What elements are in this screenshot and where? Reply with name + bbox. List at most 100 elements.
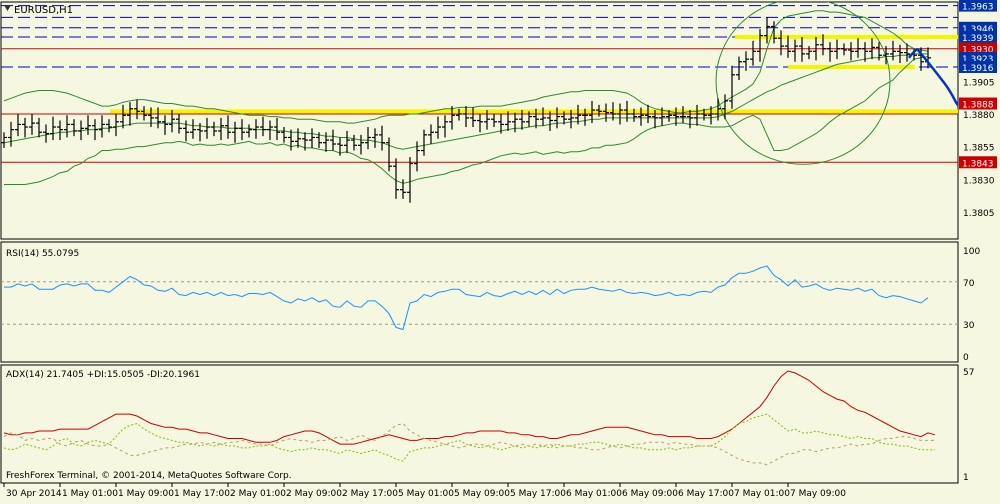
price-bar[interactable] bbox=[533, 108, 539, 129]
price-bar[interactable] bbox=[323, 132, 329, 152]
price-bar[interactable] bbox=[449, 106, 455, 130]
price-bar[interactable] bbox=[267, 120, 273, 141]
price-bar[interactable] bbox=[295, 128, 301, 148]
price-bar[interactable] bbox=[239, 119, 245, 141]
price-bar[interactable] bbox=[491, 113, 497, 128]
price-bar[interactable] bbox=[316, 132, 322, 148]
price-bar[interactable] bbox=[337, 137, 343, 156]
price-bar[interactable] bbox=[162, 115, 168, 135]
price-bar[interactable] bbox=[470, 107, 476, 128]
price-bar[interactable] bbox=[722, 94, 728, 120]
adx-series-line[interactable] bbox=[3, 370, 936, 445]
price-bar[interactable] bbox=[29, 113, 35, 135]
price-bar[interactable] bbox=[638, 107, 644, 126]
price-bar[interactable] bbox=[379, 125, 385, 151]
price-bar[interactable] bbox=[813, 36, 819, 61]
price-bar[interactable] bbox=[596, 104, 602, 117]
price-bar[interactable] bbox=[456, 108, 462, 121]
price-bar[interactable] bbox=[127, 102, 133, 126]
price-bar[interactable] bbox=[99, 115, 105, 138]
adx-pane[interactable] bbox=[3, 370, 936, 466]
price-bar[interactable] bbox=[876, 42, 882, 61]
adx-series-line[interactable] bbox=[3, 413, 935, 462]
price-bar[interactable] bbox=[211, 121, 217, 137]
price-bar[interactable] bbox=[764, 17, 770, 44]
price-bar[interactable] bbox=[568, 110, 574, 129]
price-bar[interactable] bbox=[701, 108, 707, 121]
price-pane[interactable] bbox=[1, 0, 962, 203]
price-bar[interactable] bbox=[680, 106, 686, 124]
price-bar[interactable] bbox=[771, 21, 777, 44]
price-bar[interactable] bbox=[890, 40, 896, 61]
price-bar[interactable] bbox=[365, 127, 371, 150]
price-bar[interactable] bbox=[183, 120, 189, 142]
price-bar[interactable] bbox=[407, 157, 413, 203]
price-bar[interactable] bbox=[428, 124, 434, 144]
price-bar[interactable] bbox=[204, 117, 210, 139]
price-bar[interactable] bbox=[645, 104, 651, 124]
price-bar[interactable] bbox=[778, 30, 784, 56]
price-bar[interactable] bbox=[743, 51, 749, 71]
price-bar[interactable] bbox=[22, 117, 28, 138]
price-bar[interactable] bbox=[330, 129, 336, 151]
price-bar[interactable] bbox=[463, 106, 469, 128]
price-bar[interactable] bbox=[36, 117, 42, 138]
price-bar[interactable] bbox=[750, 40, 756, 66]
price-bar[interactable] bbox=[246, 124, 252, 138]
rsi-line[interactable] bbox=[4, 265, 929, 331]
price-bar[interactable] bbox=[897, 44, 903, 64]
price-bar[interactable] bbox=[715, 98, 721, 121]
price-bar[interactable] bbox=[904, 43, 910, 62]
price-bar[interactable] bbox=[134, 99, 140, 120]
price-bar[interactable] bbox=[232, 121, 238, 143]
price-bar[interactable] bbox=[484, 110, 490, 130]
price-bar[interactable] bbox=[43, 124, 49, 143]
price-bar[interactable] bbox=[169, 110, 175, 133]
price-bar[interactable] bbox=[78, 120, 84, 141]
price-bar[interactable] bbox=[57, 120, 63, 141]
price-bar[interactable] bbox=[869, 38, 875, 60]
price-bar[interactable] bbox=[792, 39, 798, 62]
price-bar[interactable] bbox=[386, 137, 392, 172]
price-bar[interactable] bbox=[806, 46, 812, 60]
price-bar[interactable] bbox=[848, 42, 854, 61]
price-bar[interactable] bbox=[260, 116, 266, 137]
price-bar[interactable] bbox=[820, 34, 826, 56]
price-bar[interactable] bbox=[547, 111, 553, 131]
price-bar[interactable] bbox=[757, 29, 763, 62]
price-bar[interactable] bbox=[393, 158, 399, 199]
price-bar[interactable] bbox=[841, 43, 847, 56]
price-bar[interactable] bbox=[190, 119, 196, 139]
dropdown-triangle-icon[interactable] bbox=[4, 5, 11, 11]
price-bar[interactable] bbox=[225, 115, 231, 139]
price-bar[interactable] bbox=[652, 110, 658, 129]
price-bar[interactable] bbox=[113, 113, 119, 137]
price-bar[interactable] bbox=[421, 129, 427, 156]
price-bar[interactable] bbox=[15, 113, 21, 137]
price-bar[interactable] bbox=[729, 65, 735, 109]
price-bar[interactable] bbox=[505, 111, 511, 131]
price-bar[interactable] bbox=[309, 128, 315, 148]
price-bar[interactable] bbox=[617, 103, 623, 125]
price-bar[interactable] bbox=[603, 103, 609, 122]
forecast-curve[interactable] bbox=[908, 48, 962, 107]
price-bar[interactable] bbox=[834, 39, 840, 60]
price-bar[interactable] bbox=[498, 113, 504, 134]
ellipse-annotation[interactable] bbox=[715, 0, 891, 165]
price-bar[interactable] bbox=[736, 56, 742, 81]
price-bar[interactable] bbox=[442, 115, 448, 138]
price-bar[interactable] bbox=[827, 42, 833, 62]
price-bar[interactable] bbox=[512, 112, 518, 133]
price-bar[interactable] bbox=[372, 128, 378, 148]
price-bar[interactable] bbox=[575, 104, 581, 125]
price-bar[interactable] bbox=[610, 102, 616, 121]
price-bar[interactable] bbox=[106, 119, 112, 133]
price-bar[interactable] bbox=[218, 117, 224, 141]
price-bar[interactable] bbox=[435, 116, 441, 139]
price-bar[interactable] bbox=[687, 110, 693, 129]
price-bar[interactable] bbox=[519, 110, 525, 130]
price-bar[interactable] bbox=[92, 119, 98, 141]
price-bar[interactable] bbox=[344, 130, 350, 154]
price-bar[interactable] bbox=[176, 113, 182, 134]
price-bar[interactable] bbox=[883, 46, 889, 65]
